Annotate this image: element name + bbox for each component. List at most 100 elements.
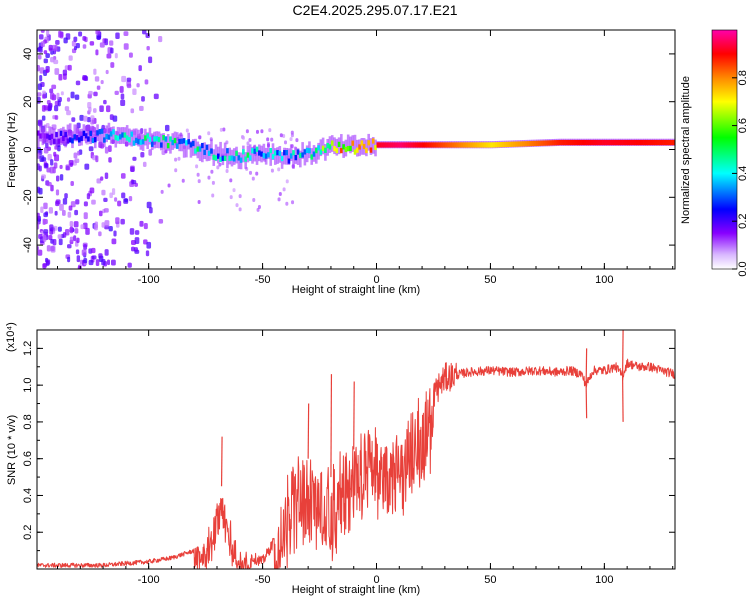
spectrogram-ridge-cell [492,142,496,148]
spectrogram-noise-cell [75,199,80,205]
spectrogram-ridge-cell [397,142,400,148]
spectrogram-noise-cell [93,108,97,113]
spectrogram-noise-cell [75,249,80,255]
spectrogram-noise-cell [101,189,106,196]
spectrogram-xtick-label: -50 [255,274,271,286]
spectrogram-noise-cell [289,137,293,142]
spectrogram-ridge-cell [180,138,184,144]
spectrogram-noise-cell [95,259,100,266]
spectrogram-noise-cell [38,233,43,239]
spectrogram-noise-cell [58,30,62,38]
spectrogram-ridge-cell [105,133,108,140]
spectrogram-noise-cell [100,176,104,181]
colorbar-tick-label: 0.0 [737,261,749,276]
spectrogram-noise-cell [99,210,103,217]
spectrogram-noise-cell [48,44,53,51]
spectrogram-noise-cell [73,36,78,42]
spectrogram-ridge-cell [39,133,42,139]
spectrogram-noise-cell [83,201,88,207]
spectrogram-ridge-cell [577,139,580,146]
spectrogram-noise-cell [90,119,95,125]
spectrogram-noise-cell [270,137,274,142]
spectrogram-ridge-halo [237,152,241,169]
spectrogram-noise-cell [43,105,49,111]
spectrogram-noise-cell [95,155,99,163]
spectrogram-ridge-cell [433,142,437,148]
spectrogram-noise-cell [64,193,68,199]
spectrogram-noise-cell [37,212,40,220]
spectrogram-ridge-cell [157,136,161,143]
spectrogram-noise-cell [114,52,118,59]
spectrogram-noise-cell [211,180,215,185]
spectrogram-noise-cell [49,229,54,235]
spectrogram-xtick-label: -100 [138,274,160,286]
spectrogram-ridge-cell [46,133,49,139]
spectrogram-noise-cell [144,79,149,85]
spectrogram-ridge-cell [340,147,343,154]
spectrogram-ridge-cell [89,130,93,137]
spectrogram-ridge-cell [287,158,291,164]
spectrogram-noise-cell [252,198,256,203]
spectrogram-ridge-halo [303,148,307,166]
spectrogram-noise-cell [73,152,78,159]
spectrogram-ridge-cell [504,141,507,148]
spectrogram-noise-cell [45,53,50,59]
spectrogram-ridge-cell [412,142,416,148]
spectrogram-noise-cell [74,209,79,216]
spectrogram-noise-cell [130,108,135,114]
spectrogram-ridge-halo [116,126,120,144]
spectrogram-noise-cell [89,41,95,46]
spectrogram-ridge-cell [166,143,170,149]
spectrogram-ridge-cell [536,140,539,146]
spectrogram-ridge-cell [645,139,648,146]
spectrogram-ridge-halo [87,124,90,142]
spectrogram-ridge-cell [91,137,95,144]
spectrogram-ridge-halo [194,138,197,156]
spectrogram-ridge-cell [624,139,628,146]
spectrogram-noise-cell [120,218,125,225]
spectrogram-noise-cell [126,77,132,82]
spectrogram-xtick-label: 50 [484,274,496,286]
snr-ytick-label: 1.2 [22,341,34,356]
spectrogram-noise-cell [109,114,114,120]
spectrogram-ytick-label: -20 [22,189,34,205]
spectrogram-noise-cell [66,110,71,116]
spectrogram-ridge-cell [230,155,234,161]
spectrogram-ridge-halo [305,145,309,163]
spectrogram-noise-cell [103,208,109,213]
spectrogram-ridge-cell [401,142,405,148]
spectrogram-ridge-halo [269,149,273,166]
spectrogram-noise-cell [43,229,49,234]
spectrogram-noise-cell [37,186,41,194]
spectrogram-noise-cell [238,207,242,212]
spectrogram-ridge-halo [182,141,186,158]
spectrogram-noise-cell [76,255,81,263]
spectrogram-noise-cell [110,259,116,266]
spectrogram-ridge-cell [565,139,569,146]
spectrogram-ridge-cell [554,140,557,146]
spectrogram-noise-cell [53,59,59,65]
spectrogram-ridge-cell [335,147,339,154]
spectrogram-noise-cell [134,237,140,245]
spectrogram-ridge-cell [62,135,65,142]
spectrogram-noise-cell [69,226,74,234]
spectrogram-noise-cell [59,174,64,181]
spectrogram-ridge-cell [50,133,54,139]
spectrogram-ridge-cell [175,143,179,149]
spectrogram-ridge-cell [595,139,598,146]
spectrogram-noise-cell [174,157,178,162]
spectrogram-noise-cell [255,171,259,176]
spectrogram-noise-cell [210,169,214,174]
spectrogram-ridge-cell [43,133,47,139]
spectrogram-ridge-halo [301,142,304,159]
spectrogram-ridge-cell [636,139,639,146]
spectrogram-ridge-cell [232,156,236,162]
spectrogram-noise-cell [37,119,43,127]
spectrogram-noise-cell [78,31,83,37]
spectrogram-noise-cell [45,259,51,265]
spectrogram-ridge-halo [319,139,323,157]
spectrogram-noise-cell [88,259,94,266]
spectrogram-noise-cell [279,133,283,138]
spectrogram-noise-cell [108,145,112,152]
